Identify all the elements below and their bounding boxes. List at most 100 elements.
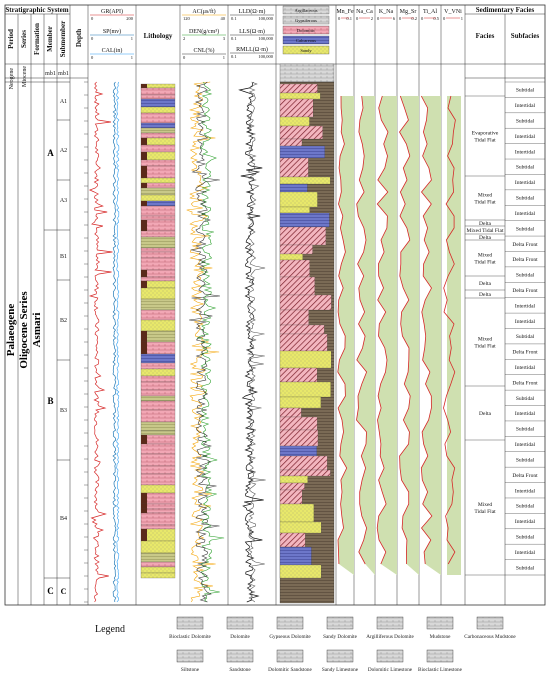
ratio-fill-mn_fe [337,96,354,575]
lithology-layer [140,205,176,217]
legend-swatch [426,616,454,630]
composition-layer [279,83,318,94]
legend-label: Dolomitic Limestone [368,667,413,673]
legend-swatch [426,649,454,663]
legend-swatch [276,616,304,630]
ratio-min: 0 [338,16,341,21]
ratio-header-na_ca: Na_Ca [356,9,373,15]
composition-layer [279,407,302,418]
member-A: A [47,148,54,158]
subfacies-label: Intertidal [515,303,536,309]
composition-layer [279,455,328,471]
lithology-layer [140,353,176,364]
comp-gypsiferous: Gypsiferous [295,18,317,23]
lithology-layer [140,236,176,249]
lithology-marker [141,331,147,342]
submember-A1: A1 [60,99,67,105]
lithology-marker [141,220,147,231]
subfacies-label: Delta Front [512,350,538,356]
lls-header: LLS(Ω·m) [239,28,265,35]
lls-curve [247,81,266,603]
lithology-layer [140,409,176,423]
svg-text:0.1: 0.1 [231,16,237,21]
composition-layer [279,564,322,579]
subfacies-label: Subtidal [516,88,535,94]
ratio-header-v_vni: V_VNi [444,9,462,15]
composition-layer [279,309,309,326]
subfacies-label: Intertidal [515,411,536,417]
ratio-line-k_na [376,95,389,565]
series-header: Series [20,30,28,48]
composition-layer [279,244,313,255]
facies-label: Delta [479,235,491,241]
composition-layer [279,445,317,457]
period-neogene: Neogene [9,68,15,90]
legend-label: Bioclastic Dolomite [169,634,211,640]
composition-layer [279,206,310,214]
composition-layer [279,469,331,477]
lithology-layer [140,98,176,108]
log-curves [88,81,266,603]
svg-text:100,000: 100,000 [258,16,273,22]
legend-swatch [176,649,204,663]
svg-text:100,000: 100,000 [258,36,273,42]
facies-label: Tidal Flat [474,260,496,266]
composition-layer [279,416,318,431]
lithology-layer [140,187,176,196]
svg-text:200: 200 [126,16,134,21]
facies-label: Tidal Flat [474,344,496,350]
lithology-header: Lithology [144,32,173,40]
cal-curve [116,81,120,603]
lithology-marker [141,201,147,206]
legend: Bioclastic Dolomite Dolomite Gypseous Dolo… [169,616,516,673]
legend-swatch [226,649,254,663]
ac-curve [186,81,220,603]
lithology-layer [140,540,176,554]
ratio-fill-ti_al [421,96,441,575]
legend-label: Sandstone [229,667,251,673]
lithology-layer [140,552,176,563]
ratio-fill-v_vni [447,96,461,575]
lithology-layer [140,257,176,271]
ratio-line-mg_sr [399,95,411,565]
subfacies-label: Subtidal [516,196,535,202]
series-miocene: Miocene [22,66,28,87]
submember-A3: A3 [60,198,67,204]
composition-layer [279,521,322,534]
ratio-min: 0 [399,16,402,21]
lithology-layer [140,159,176,167]
composition-layer [279,429,319,447]
legend-swatch [376,649,404,663]
lithology-layer [140,251,176,259]
sedimentary-facies-header: Sedimentary Facies [476,6,535,14]
subfacies-label: Intertidal [515,519,536,525]
legend-label: Mudstone [430,634,451,640]
facies-label: Mixed [478,337,493,343]
ratio-fill-k_na [377,96,397,575]
ratio-max: 0.5 [433,16,439,21]
subfacies-label: Subtidal [516,273,535,279]
depth-ticks [84,81,88,603]
ratio-min: 0 [443,16,446,21]
svg-text:2: 2 [183,36,185,41]
cnl-curve [189,81,221,603]
subfacies-label: Delta Front [512,242,538,248]
facies-label: Delta [479,292,491,298]
composition-layer [279,92,321,100]
facies-label: Tidal Flat [474,200,496,206]
legend-swatch [376,616,404,630]
legend-swatch [326,616,354,630]
composition-layer [279,381,331,398]
lithology-layer [140,177,176,184]
subfacies-label: Intertidal [515,211,536,217]
lithology-layer [140,144,176,153]
legend-label: Dolomitic Sandstone [268,667,312,673]
svg-text:3: 3 [223,36,226,41]
lithology-marker [141,509,147,513]
lithology-marker [141,138,147,145]
submember-B1: B1 [60,254,67,260]
svg-text:120: 120 [183,16,191,21]
lithology-layer [140,566,176,574]
